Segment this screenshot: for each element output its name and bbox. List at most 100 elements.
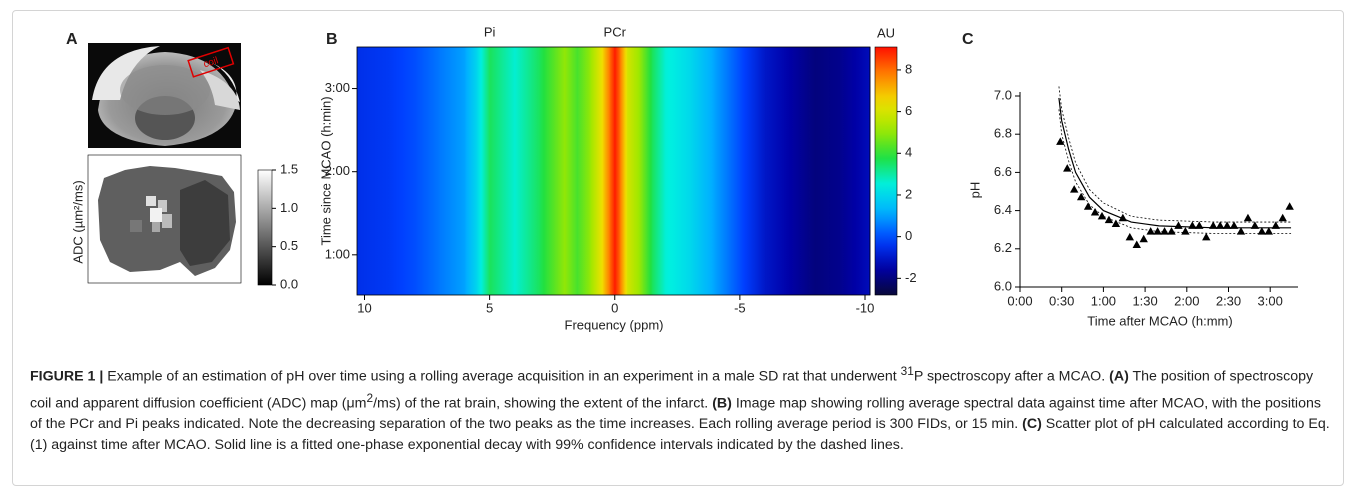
caption-ref: (C) xyxy=(1022,416,1042,433)
x-tick-label: 1:30 xyxy=(1132,293,1157,308)
fit-line xyxy=(1058,97,1292,229)
heatmap-band xyxy=(514,47,541,295)
data-point xyxy=(1160,227,1169,235)
y-axis-label: Time since MCAO (h:min) xyxy=(318,96,333,245)
coil-label: coil xyxy=(202,55,220,70)
x-tick-label: 10 xyxy=(357,300,371,315)
caption: FIGURE 1 | Example of an estimation of p… xyxy=(30,361,1330,456)
heatmap-band xyxy=(477,47,491,295)
x-tick-label: 5 xyxy=(486,300,493,315)
heatmap-band xyxy=(614,47,621,295)
panel-label: C xyxy=(962,31,974,48)
heatmap-band xyxy=(489,47,501,295)
y-tick-label: 6.0 xyxy=(994,278,1012,293)
colorbar-tick-label: 0.0 xyxy=(280,276,298,291)
data-point xyxy=(1076,192,1086,201)
heatmap-band xyxy=(814,47,841,295)
colorbar-tick-label: 4 xyxy=(905,145,912,160)
data-point xyxy=(1056,137,1065,145)
colorbar-tick-label: 0.5 xyxy=(280,238,298,253)
heatmap-band xyxy=(539,47,566,295)
data-point xyxy=(1271,221,1280,229)
data-point xyxy=(1132,240,1141,248)
heatmap-band xyxy=(714,47,741,295)
heatmap-band xyxy=(764,47,791,295)
heatmap-band xyxy=(789,47,816,295)
caption-text: P spectroscopy after a MCAO. xyxy=(913,368,1110,385)
caption-text: Example of an estimation of pH over time… xyxy=(103,368,901,385)
caption-text: The position of spectroscopy coil and ap… xyxy=(30,368,1314,412)
data-point xyxy=(1167,227,1176,235)
colorbar-title: AU xyxy=(877,25,895,40)
y-tick-label: 1:00 xyxy=(325,246,350,261)
data-point xyxy=(1264,227,1274,235)
colorbar xyxy=(257,169,273,286)
heatmap-band xyxy=(619,47,628,295)
data-point xyxy=(1070,185,1079,193)
heatmap-band xyxy=(389,47,416,295)
heatmap-band xyxy=(499,47,516,295)
y-tick-label: 6.8 xyxy=(994,126,1012,141)
caption-text: Scatter plot of pH calculated according … xyxy=(30,416,1330,454)
heatmap-band xyxy=(652,47,666,295)
colorbar-tick-label: 0 xyxy=(905,228,912,243)
figure: A coil ADC (µm²/ms) B Frequency (ppm) Ti… xyxy=(66,24,1298,332)
heatmap-band xyxy=(739,47,766,295)
data-point xyxy=(1278,213,1287,222)
data-point xyxy=(1125,232,1135,241)
heatmap-band xyxy=(357,47,391,295)
colorbar-tick-label: 2 xyxy=(905,186,912,201)
data-point xyxy=(1090,208,1100,216)
data-point xyxy=(1146,227,1155,235)
heatmap-band xyxy=(564,47,578,295)
x-tick-label: -10 xyxy=(856,300,875,315)
colorbar-tick-label: 1.5 xyxy=(280,161,298,176)
heatmap-band xyxy=(609,47,616,295)
data-point xyxy=(1097,211,1107,220)
heatmap-band xyxy=(464,47,478,295)
data-point xyxy=(1083,202,1093,210)
x-tick-label: 2:00 xyxy=(1174,293,1199,308)
x-tick-label: 0 xyxy=(611,300,618,315)
panel-label: A xyxy=(66,31,78,48)
mri-image: coil xyxy=(88,43,241,148)
panel-label: B xyxy=(326,31,338,48)
y-tick-label: 6.2 xyxy=(994,240,1012,255)
heatmap-band xyxy=(602,47,611,295)
data-point xyxy=(1118,213,1128,222)
x-tick-label: 0:30 xyxy=(1049,293,1074,308)
caption-text: Image map showing rolling average spectr… xyxy=(30,395,1321,433)
data-point xyxy=(1202,232,1211,241)
y-axis-label: pH xyxy=(967,182,982,199)
heatmap-band xyxy=(839,47,871,295)
heatmap-band xyxy=(627,47,641,295)
adc-map xyxy=(87,154,242,284)
caption-sup: 31 xyxy=(900,364,914,378)
heatmap-band xyxy=(689,47,716,295)
heatmap-band xyxy=(639,47,653,295)
data-point xyxy=(1104,215,1114,224)
y-tick-label: 2:00 xyxy=(325,163,350,178)
axis-label: ADC (µm²/ms) xyxy=(70,180,85,263)
data-point xyxy=(1250,221,1260,229)
peak-label: Pi xyxy=(484,24,496,39)
caption-sup: 2 xyxy=(366,390,374,405)
data-point xyxy=(1063,164,1072,172)
y-tick-label: 3:00 xyxy=(325,80,350,95)
heatmap-band xyxy=(589,47,603,295)
x-tick-label: 1:00 xyxy=(1091,293,1116,308)
data-point xyxy=(1285,202,1294,210)
data-point xyxy=(1236,227,1246,235)
data-point xyxy=(1209,221,1218,229)
data-point xyxy=(1257,227,1267,235)
x-tick-label: 2:30 xyxy=(1216,293,1241,308)
colorbar-tick-label: -2 xyxy=(905,270,917,285)
data-point xyxy=(1111,219,1121,227)
colorbar-tick-label: 8 xyxy=(905,61,912,76)
heatmap-band xyxy=(439,47,466,295)
heatmap-band xyxy=(414,47,441,295)
peak-label: PCr xyxy=(604,24,627,39)
x-axis-label: Time after MCAO (h:mm) xyxy=(1087,313,1232,328)
confidence-line xyxy=(1058,86,1292,223)
x-tick-label: 3:00 xyxy=(1258,293,1283,308)
